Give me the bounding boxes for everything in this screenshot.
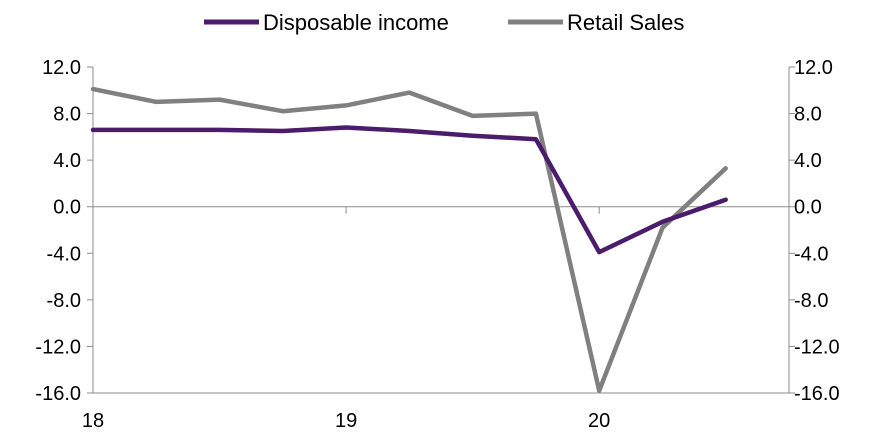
x-axis: 18 19 20 [82, 206, 610, 432]
y-tick-label-left: 8.0 [53, 104, 81, 126]
legend-item-retail-sales: Retail Sales [508, 10, 684, 35]
y-tick-label-left: 12.0 [42, 57, 81, 79]
legend-label-retail-sales: Retail Sales [567, 10, 684, 35]
y-tick-label-right: -12.0 [794, 336, 840, 358]
y-tick-label-right: -4.0 [794, 243, 828, 265]
y-tick-label-left: -8.0 [47, 290, 81, 312]
x-tick-label: 19 [335, 410, 357, 432]
y-tick-label-left: -12.0 [35, 336, 81, 358]
y-tick-label-left: -16.0 [35, 383, 81, 405]
x-tick-label: 20 [588, 410, 610, 432]
y-tick-label-right: -8.0 [794, 290, 828, 312]
y-tick-label-left: 0.0 [53, 197, 81, 219]
y-tick-label-right: 4.0 [794, 150, 822, 172]
y-tick-label-right: -16.0 [794, 383, 840, 405]
legend: Disposable income Retail Sales [204, 10, 684, 35]
y-tick-label-right: 12.0 [794, 57, 833, 79]
axes [92, 67, 790, 394]
legend-label-disposable-income: Disposable income [263, 10, 449, 35]
y-tick-label-left: -4.0 [47, 243, 81, 265]
series-line-retail-sales [90, 86, 728, 393]
y-tick-label-right: 0.0 [794, 197, 822, 219]
y-tick-label-right: 8.0 [794, 104, 822, 126]
series-layer [90, 86, 728, 393]
x-tick-label: 18 [82, 410, 104, 432]
y-axis-right: 12.0 8.0 4.0 0.0 -4.0 -8.0 -12.0 -16.0 [789, 57, 840, 405]
y-axis-left: 12.0 8.0 4.0 0.0 -4.0 -8.0 -12.0 -16.0 [35, 57, 93, 405]
y-tick-label-left: 4.0 [53, 150, 81, 172]
series-line-disposable-income [90, 125, 728, 255]
legend-item-disposable-income: Disposable income [204, 10, 449, 35]
